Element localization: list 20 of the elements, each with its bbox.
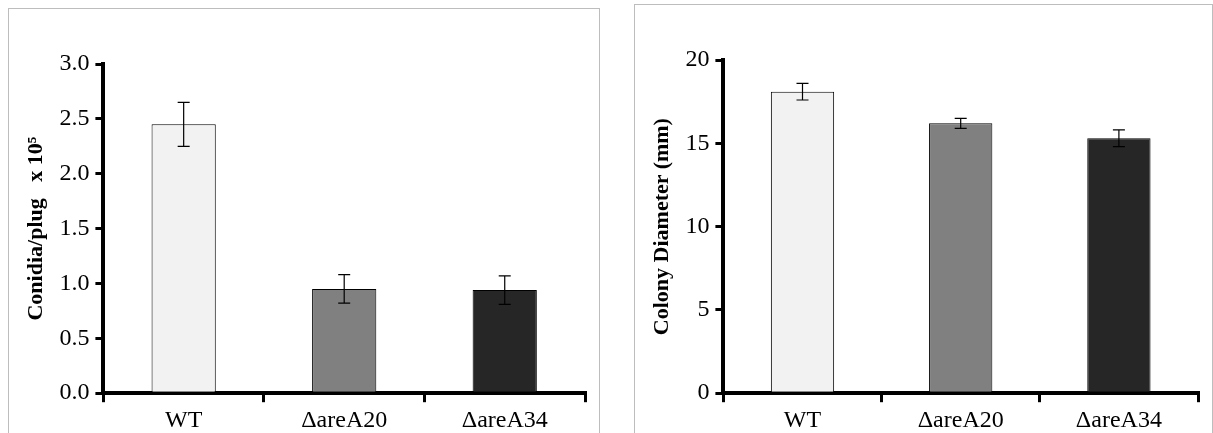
y-tick-label: 1.0 [59,268,90,295]
y-tick-label: 5 [697,295,710,322]
x-tick-label: ΔareA20 [917,405,1004,432]
x-tick-label: ΔareA34 [1075,405,1162,432]
y-tick-label: 1.5 [59,213,90,240]
x-tick-label: ΔareA20 [301,405,388,432]
y-tick-label: 10 [685,211,710,238]
y-tick-label: 2.5 [59,104,90,131]
x-tick-label: WT [783,405,822,432]
y-tick-label: 2.0 [59,159,90,186]
y-tick-label: 0.0 [59,378,90,405]
y-tick-label: 0 [697,378,710,405]
x-tick-label: WT [165,405,203,432]
y-axis-title: Colony Diameter (mm) [647,118,673,336]
y-tick-label: 15 [685,128,710,155]
y-axis-title: Conidia/plug x 10⁵ [21,136,47,321]
y-tick-label: 0.5 [59,323,90,350]
y-tick-label: 3.0 [59,49,90,76]
x-tick-label: ΔareA34 [461,405,548,432]
y-tick-label: 20 [685,45,710,72]
